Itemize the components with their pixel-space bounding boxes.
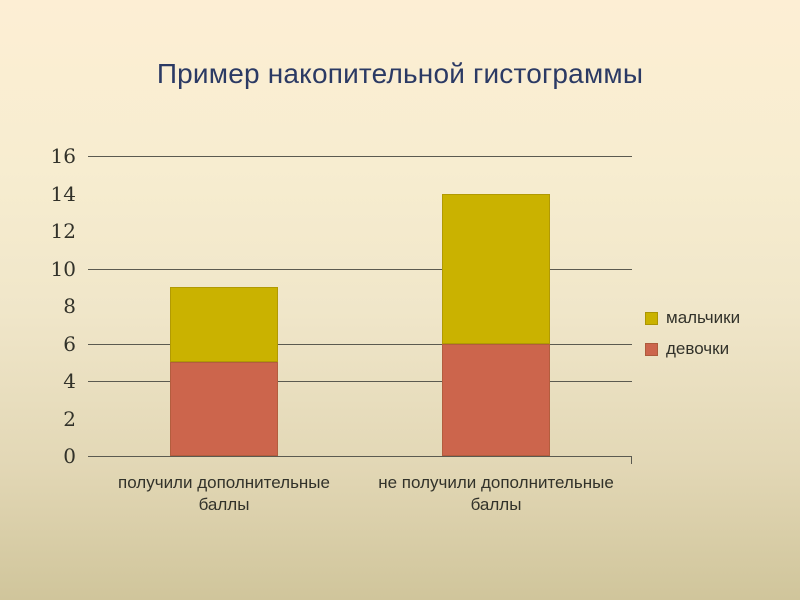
gridline-16 xyxy=(88,156,632,157)
bar-segment-мальчики xyxy=(442,193,550,344)
y-tick-label-4: 4 xyxy=(63,369,76,393)
y-tick-label-6: 6 xyxy=(63,331,76,356)
x-axis-end-tick xyxy=(631,457,632,464)
bar-segment-мальчики xyxy=(170,287,278,363)
gridline-4 xyxy=(88,381,632,382)
legend: мальчики девочки xyxy=(645,307,740,369)
legend-label: девочки xyxy=(666,339,730,358)
stacked-bar-1 xyxy=(170,287,278,456)
y-tick-label-0: 0 xyxy=(63,444,76,468)
plot-area xyxy=(88,156,632,464)
x-axis-label-line: баллы xyxy=(198,495,250,514)
stacked-bar-2 xyxy=(442,193,550,456)
y-tick-label-10: 10 xyxy=(50,256,76,281)
x-axis-label-2: не получили дополнительные баллы xyxy=(356,472,636,516)
x-axis-label-line: получили дополнительные xyxy=(118,473,330,492)
x-axis-label-line: не получили дополнительные xyxy=(378,473,614,492)
y-tick-label-16: 16 xyxy=(50,144,76,168)
y-tick-label-14: 14 xyxy=(50,181,76,206)
legend-item-мальчики: мальчики xyxy=(645,307,740,329)
legend-swatch-icon xyxy=(645,311,658,325)
chart-title: Пример накопительной гистограммы xyxy=(156,58,644,89)
x-axis-label-1: получили дополнительные баллы xyxy=(84,472,364,516)
bar-segment-девочки xyxy=(170,362,278,456)
y-tick-label-8: 8 xyxy=(63,294,76,318)
legend-label: мальчики xyxy=(666,308,741,327)
y-tick-label-2: 2 xyxy=(63,406,76,431)
y-tick-label-12: 12 xyxy=(50,219,76,243)
legend-item-девочки: девочки xyxy=(645,338,740,360)
gridline-6 xyxy=(88,343,632,345)
gridline-10 xyxy=(88,268,632,270)
legend-swatch-icon xyxy=(645,342,658,356)
x-axis-label-line: баллы xyxy=(470,495,522,514)
bar-segment-девочки xyxy=(442,343,550,456)
